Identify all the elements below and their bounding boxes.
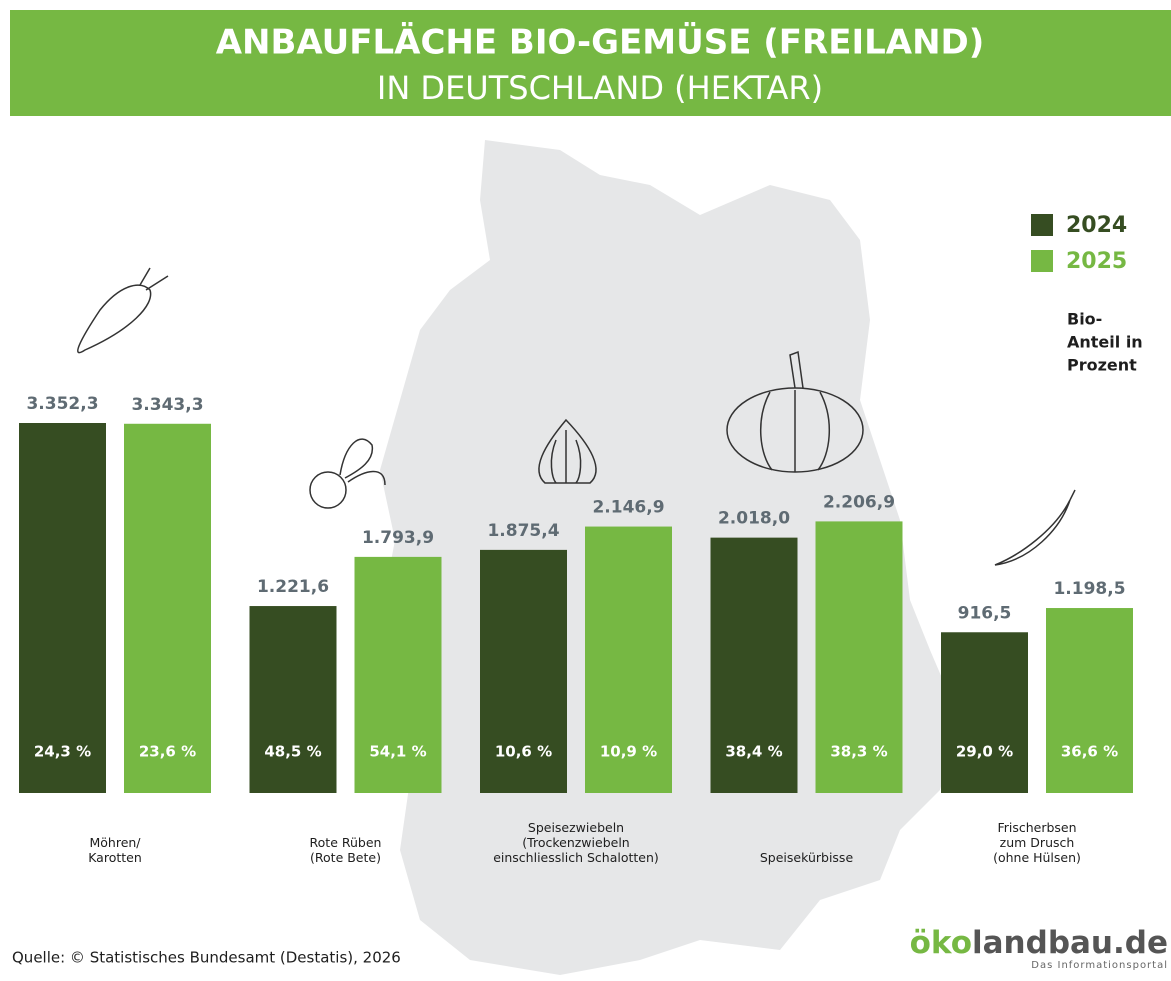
category-line: einschliesslich Schalotten) (493, 850, 659, 865)
bar (354, 556, 442, 793)
legend-swatch (1031, 250, 1053, 272)
logo-brand: landbau.de (972, 925, 1168, 961)
bar (941, 632, 1028, 793)
pumpkin-icon (726, 350, 864, 473)
value-label: 1.198,5 (1053, 579, 1125, 599)
value-label: 1.793,9 (362, 528, 434, 548)
legend-note: Prozent (1067, 356, 1137, 375)
logo: ökolandbau.de (910, 925, 1168, 961)
bar (480, 549, 567, 793)
category-label: Rote Rüben (Rote Bete) (310, 835, 382, 865)
logo-brand: öko (910, 925, 972, 961)
source: Quelle: © Statistisches Bundesamt (Desta… (12, 949, 401, 967)
share-label: 38,4 % (725, 743, 782, 761)
share-label: 10,9 % (600, 743, 657, 761)
pea-icon (994, 489, 1076, 566)
category-line: Speisekürbisse (760, 850, 854, 865)
legend-label: 2024 (1066, 213, 1127, 238)
value-label: 3.343,3 (131, 395, 203, 415)
logo-tagline: Das Informationsportal (1031, 960, 1168, 971)
category-label: Speisezwiebeln (Trockenzwiebeln einschlies… (493, 820, 659, 865)
value-label: 2.206,9 (823, 492, 895, 512)
value-label: 2.146,9 (592, 498, 664, 518)
category-line: (ohne Hülsen) (993, 850, 1081, 865)
bar (710, 537, 798, 793)
category-label: Möhren/Karotten (88, 835, 142, 865)
value-label: 3.352,3 (26, 394, 98, 414)
share-label: 54,1 % (369, 743, 426, 761)
bar (124, 423, 211, 793)
category-label: Frischerbsen zum Drusch (ohne Hülsen) (993, 820, 1081, 865)
bar (1046, 608, 1133, 793)
legend-note: Anteil in (1067, 333, 1143, 352)
category-line: Karotten (88, 850, 142, 865)
value-label: 2.018,0 (718, 509, 790, 529)
bar (585, 526, 672, 793)
category-line: (Trockenzwiebeln (522, 835, 629, 850)
category-line: Frischerbsen (997, 820, 1076, 835)
category-line: zum Drusch (1000, 835, 1075, 850)
share-label: 36,6 % (1061, 743, 1118, 761)
category-line: Speisezwiebeln (528, 820, 624, 835)
bar (249, 606, 337, 793)
share-label: 48,5 % (264, 743, 321, 761)
legend-note: Bio- (1067, 310, 1102, 329)
category-line: Möhren/ (89, 835, 141, 850)
share-label: 24,3 % (34, 743, 91, 761)
share-label: 29,0 % (956, 743, 1013, 761)
chart-title: ANBAUFLÄCHE BIO-GEMÜSE (FREILAND) (216, 22, 985, 63)
carrot-icon (77, 267, 169, 354)
title-banner (10, 10, 1171, 116)
value-label: 1.875,4 (487, 521, 559, 541)
chart-subtitle: IN DEUTSCHLAND (HEKTAR) (377, 69, 823, 107)
legend-label: 2025 (1066, 249, 1127, 274)
category-line: (Rote Bete) (310, 850, 381, 865)
share-label: 23,6 % (139, 743, 196, 761)
onion-icon (538, 418, 597, 484)
bar (815, 521, 903, 793)
share-label: 38,3 % (830, 743, 887, 761)
legend-swatch (1031, 214, 1053, 236)
value-label: 1.221,6 (257, 577, 329, 597)
category-line: Rote Rüben (310, 835, 382, 850)
category-label: Speisekürbisse (760, 850, 854, 865)
bar (19, 423, 106, 793)
value-label: 916,5 (958, 603, 1012, 623)
share-label: 10,6 % (495, 743, 552, 761)
beet-icon (309, 438, 386, 509)
